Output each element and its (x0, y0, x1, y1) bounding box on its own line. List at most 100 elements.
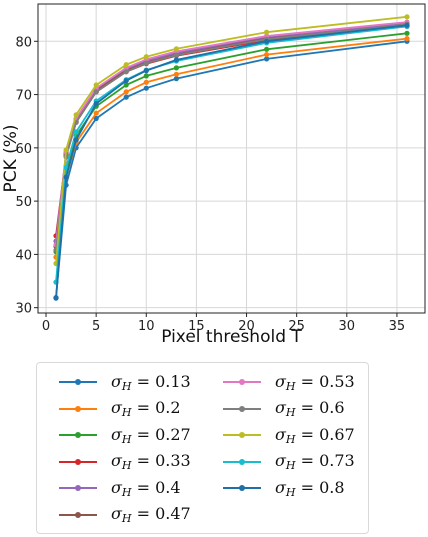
data-point (123, 62, 129, 68)
pck-line-chart: 0 5 10 15 20 25 30 35 30 40 50 60 70 80 Pixel thresho… (1, 3, 426, 347)
series-line (55, 21, 408, 245)
plot-frame (37, 3, 426, 314)
legend-swatch (59, 377, 97, 387)
data-point (173, 52, 179, 58)
data-point (73, 137, 79, 143)
x-axis-label: Pixel threshold T (161, 327, 302, 347)
y-axis-label: PCK (%) (1, 124, 21, 192)
data-point (143, 54, 149, 60)
legend-swatch (223, 377, 261, 387)
data-point (404, 14, 410, 20)
data-point (264, 46, 270, 52)
legend-swatch (59, 483, 97, 493)
y-tick-label: 60 (15, 142, 32, 157)
legend-label: σH = 0.67 (275, 424, 355, 446)
data-point (143, 79, 149, 85)
data-point (173, 71, 179, 77)
data-point (404, 36, 410, 42)
legend-swatch (223, 404, 261, 414)
data-point (93, 101, 99, 107)
y-tick-label: 50 (15, 195, 32, 210)
legend-label: σH = 0.4 (111, 477, 181, 499)
legend-item: σH = 0.27 (59, 423, 191, 447)
data-point (73, 112, 79, 118)
legend-label: σH = 0.6 (275, 398, 345, 419)
legend-swatch (59, 430, 97, 440)
data-point (63, 147, 69, 153)
x-tick-label: 0 (42, 319, 50, 334)
data-point (63, 174, 69, 180)
legend-item: σH = 0.2 (59, 397, 181, 421)
data-point (173, 46, 179, 52)
series-line (55, 23, 408, 251)
legend-swatch (59, 510, 97, 520)
data-point (404, 30, 410, 36)
x-tick-label: 5 (92, 319, 100, 334)
legend-label: σH = 0.2 (111, 398, 181, 419)
y-tick-label: 80 (15, 35, 32, 50)
series-line (55, 25, 408, 236)
legend-label: σH = 0.73 (275, 451, 355, 472)
data-point (53, 295, 59, 301)
data-point (143, 60, 149, 66)
y-tick-label: 30 (15, 302, 32, 317)
data-point (123, 82, 129, 88)
data-point (264, 29, 270, 35)
legend-item: σH = 0.53 (223, 370, 355, 394)
legend-label: σH = 0.33 (111, 451, 191, 472)
data-point (123, 69, 129, 75)
data-point (173, 57, 179, 63)
legend-swatch (59, 457, 97, 467)
legend-item: σH = 0.33 (59, 450, 191, 474)
legend-label: σH = 0.13 (111, 371, 191, 393)
series-5 (53, 21, 410, 244)
legend-item: σH = 0.6 (223, 397, 345, 421)
legend-swatch (59, 404, 97, 414)
data-point (173, 76, 179, 82)
x-tick-label: 35 (389, 319, 406, 334)
legend-item: σH = 0.8 (223, 476, 345, 500)
legend: σH = 0.13 σH = 0.2 σH = 0.27 σH = 0.33 σH = … (36, 362, 369, 534)
data-point (264, 38, 270, 44)
data-point (93, 110, 99, 116)
x-tick-label: 10 (138, 319, 155, 334)
y-tick-label: 70 (15, 89, 32, 104)
legend-item: σH = 0.47 (59, 503, 191, 527)
data-point (264, 56, 270, 62)
legend-swatch (223, 483, 261, 493)
legend-swatch (223, 430, 261, 440)
series-11 (53, 22, 410, 301)
x-tick-label: 15 (188, 319, 205, 334)
series-7 (53, 19, 410, 248)
data-point (123, 94, 129, 100)
series-lines (53, 14, 410, 301)
data-point (123, 78, 129, 84)
x-tick-label: 25 (288, 319, 305, 334)
data-point (404, 22, 410, 28)
x-tick-label: 30 (339, 319, 356, 334)
legend-item: σH = 0.13 (59, 370, 191, 394)
data-point (73, 129, 79, 135)
data-point (93, 89, 99, 95)
data-point (123, 89, 129, 95)
y-tick-label: 40 (15, 248, 32, 263)
data-point (264, 52, 270, 58)
legend-swatch (223, 457, 261, 467)
legend-label: σH = 0.53 (275, 371, 355, 393)
series-line (55, 25, 408, 283)
series-3 (53, 30, 410, 255)
legend-item: σH = 0.67 (223, 423, 355, 447)
x-tick-label: 20 (238, 319, 255, 334)
series-line (55, 15, 408, 264)
data-point (143, 85, 149, 91)
data-point (93, 115, 99, 122)
series-line (55, 24, 408, 247)
legend-label: σH = 0.47 (111, 504, 191, 525)
legend-label: σH = 0.27 (111, 424, 191, 446)
data-point (143, 73, 149, 79)
legend-label: σH = 0.8 (275, 477, 345, 499)
data-point (93, 82, 99, 88)
legend-item: σH = 0.4 (59, 476, 181, 500)
data-point (143, 68, 149, 74)
series-9 (53, 14, 410, 267)
